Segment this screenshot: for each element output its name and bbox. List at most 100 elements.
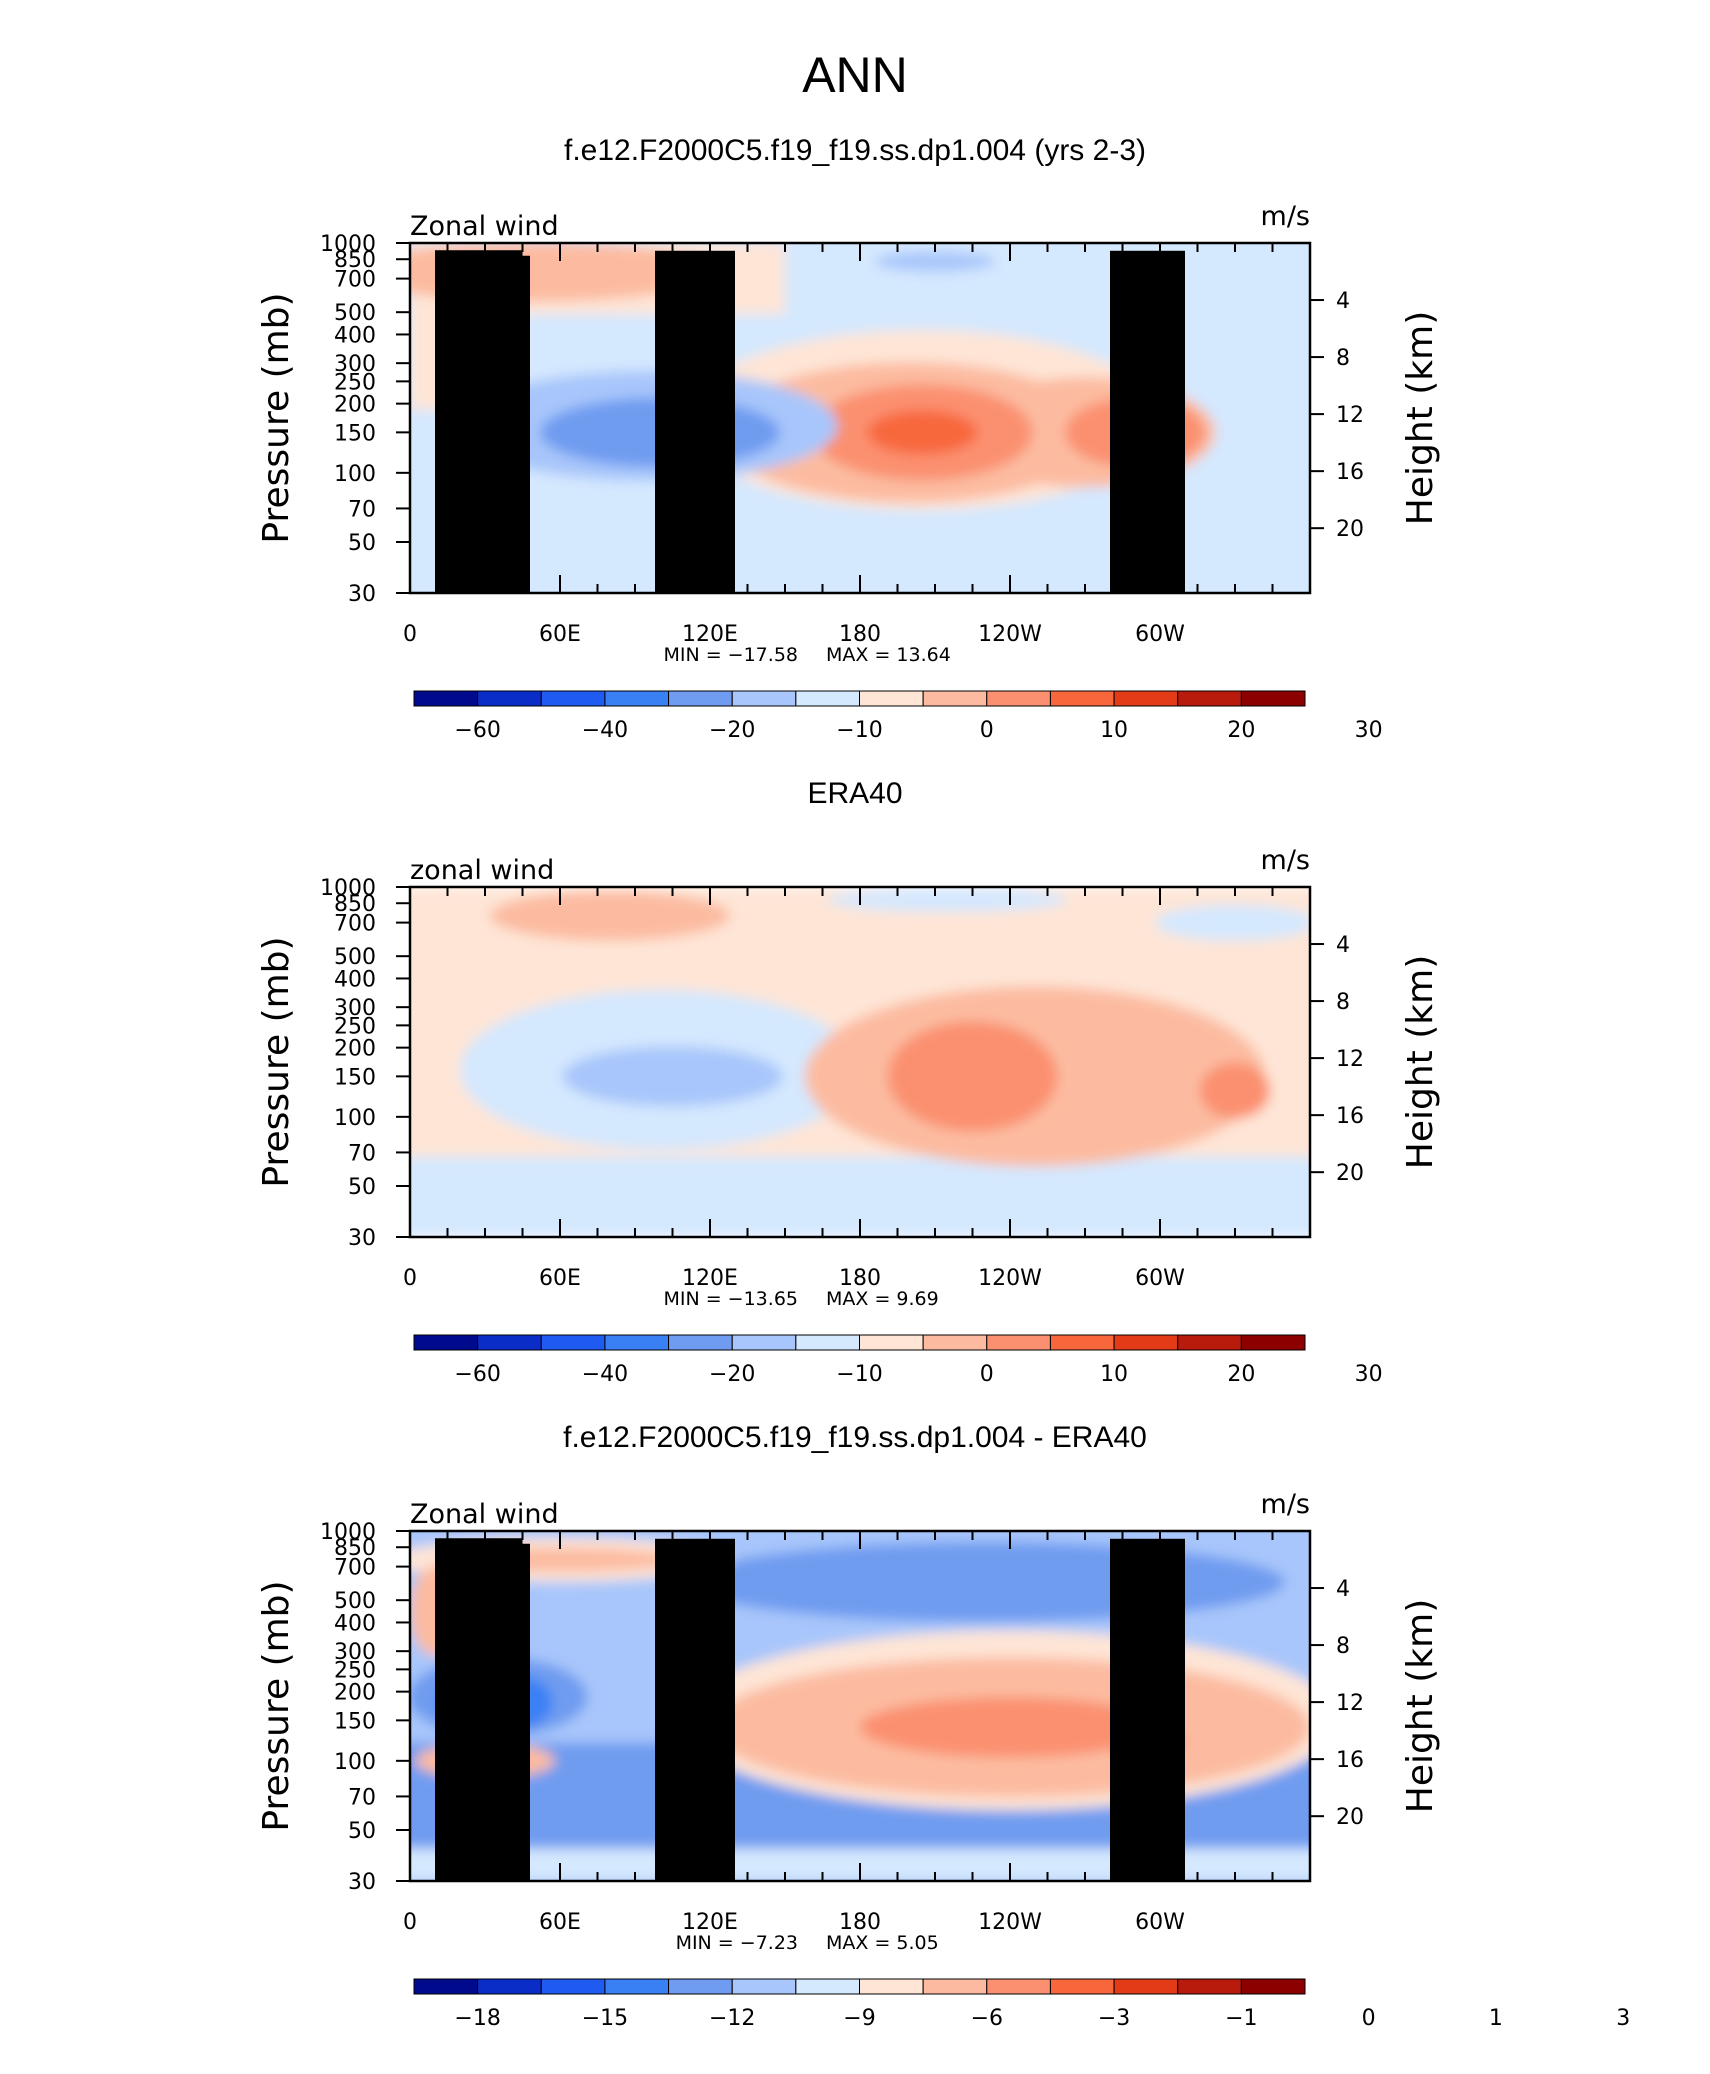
- colorbar-label: 10: [1100, 718, 1128, 743]
- y-tick-label: 300: [334, 1640, 376, 1665]
- colorbar-label: −60: [454, 718, 500, 743]
- height-tick-label: 8: [1336, 346, 1350, 371]
- y-tick-label: 300: [334, 352, 376, 377]
- height-tick-label: 20: [1336, 1161, 1364, 1186]
- height-tick-label: 12: [1336, 1047, 1364, 1072]
- height-axis-label: Height (km): [1400, 955, 1441, 1169]
- x-tick-label: 60E: [539, 1266, 581, 1291]
- colorbar-label: −20: [709, 718, 755, 743]
- x-tick-label: 60W: [1135, 1910, 1185, 1935]
- colorbar-label: −15: [582, 2006, 628, 2031]
- colorbar-swatch: [986, 690, 1051, 707]
- y-tick-label: 100: [334, 462, 376, 487]
- x-tick-label: 0: [403, 1266, 417, 1291]
- field-label: Zonal wind: [410, 1499, 559, 1530]
- chart-title: f.e12.F2000C5.f19_f19.ss.dp1.004 (yrs 2-…: [564, 134, 1146, 167]
- colorbar-label: 20: [1227, 1362, 1255, 1387]
- colorbar-swatch: [1240, 690, 1306, 707]
- colorbar-label: 30: [1355, 1362, 1383, 1387]
- height-tick-label: 16: [1336, 460, 1364, 485]
- contour-region: [1200, 1062, 1270, 1119]
- y-tick-label: 150: [334, 1065, 376, 1090]
- height-tick-label: 4: [1336, 1577, 1350, 1602]
- colorbar-label: −40: [582, 1362, 628, 1387]
- colorbar-label: 0: [980, 1362, 994, 1387]
- y-tick-label: 30: [348, 1226, 376, 1251]
- topography-block: [1110, 250, 1185, 594]
- chart-title: ERA40: [807, 777, 902, 810]
- y-tick-label: 200: [334, 1681, 376, 1706]
- field-label: Zonal wind: [410, 211, 559, 242]
- colorbar-swatch: [795, 690, 860, 707]
- height-tick-label: 4: [1336, 289, 1350, 314]
- height-tick-label: 4: [1336, 933, 1350, 958]
- colorbar-swatch: [1049, 1334, 1115, 1351]
- colorbar-swatch: [1113, 1334, 1179, 1351]
- colorbar-swatch: [1113, 690, 1179, 707]
- x-tick-label: 120W: [978, 1266, 1042, 1291]
- colorbar-swatch: [668, 1978, 733, 1995]
- y-tick-label: 70: [348, 1785, 376, 1810]
- min-label: MIN = −13.65: [663, 1288, 798, 1310]
- colorbar-label: −10: [836, 718, 882, 743]
- topography-block: [655, 250, 735, 594]
- y-tick-label: 150: [334, 421, 376, 446]
- y-tick-label: 30: [348, 582, 376, 607]
- colorbar-label: −3: [1098, 2006, 1130, 2031]
- height-tick-label: 20: [1336, 517, 1364, 542]
- colorbar-swatch: [604, 1978, 670, 1995]
- colorbar-swatch: [986, 1334, 1051, 1351]
- x-tick-label: 120E: [682, 622, 738, 647]
- max-label: MAX = 5.05: [826, 1932, 939, 1954]
- x-tick-label: 120E: [682, 1266, 738, 1291]
- x-tick-label: 180: [839, 622, 881, 647]
- y-tick-label: 850: [334, 248, 376, 273]
- colorbar-swatch: [413, 690, 479, 707]
- topography-block: [1110, 1538, 1185, 1881]
- y-tick-label: 850: [334, 1536, 376, 1561]
- colorbar-swatch: [1113, 1978, 1179, 1995]
- main-title: ANN: [802, 47, 908, 103]
- x-tick-label: 60W: [1135, 622, 1185, 647]
- colorbar-swatch: [1177, 1978, 1242, 1995]
- colorbar-swatch: [795, 1334, 860, 1351]
- colorbar-swatch: [922, 1334, 988, 1351]
- colorbar-label: 20: [1227, 718, 1255, 743]
- y-tick-label: 500: [334, 301, 376, 326]
- y-tick-label: 500: [334, 945, 376, 970]
- colorbar-swatch: [1177, 1334, 1242, 1351]
- y-tick-label: 500: [334, 1589, 376, 1614]
- colorbar-label: −20: [709, 1362, 755, 1387]
- colorbar-swatch: [859, 1978, 924, 1995]
- colorbar-swatch: [986, 1978, 1051, 1995]
- colorbar-swatch: [477, 1334, 542, 1351]
- y-tick-label: 100: [334, 1106, 376, 1131]
- colorbar-swatch: [668, 690, 733, 707]
- y-tick-label: 150: [334, 1709, 376, 1734]
- y-axis-label: Pressure (mb): [256, 292, 297, 543]
- colorbar-label: −40: [582, 718, 628, 743]
- colorbar: −60 −40 −20 −10 0 10 20 30: [413, 1334, 1383, 1387]
- colorbar-label: −1: [1225, 2006, 1257, 2031]
- colorbar-label: −9: [843, 2006, 875, 2031]
- colorbar-swatch: [1049, 1978, 1115, 1995]
- y-tick-label: 400: [334, 323, 376, 348]
- x-tick-label: 60E: [539, 622, 581, 647]
- colorbar-label: −60: [454, 1362, 500, 1387]
- min-label: MIN = −17.58: [663, 644, 798, 666]
- contour-region: [867, 410, 978, 455]
- height-axis-label: Height (km): [1400, 1599, 1441, 1813]
- x-tick-label: 180: [839, 1266, 881, 1291]
- y-axis-label: Pressure (mb): [256, 936, 297, 1187]
- x-tick-label: 0: [403, 622, 417, 647]
- units-label: m/s: [1261, 201, 1310, 232]
- colorbar-swatch: [604, 1334, 670, 1351]
- contour-region: [887, 1021, 1058, 1132]
- colorbar-swatch: [922, 690, 988, 707]
- colorbar-swatch: [922, 1978, 988, 1995]
- topography-block: [497, 255, 530, 593]
- contour-field: [410, 1531, 1310, 1881]
- y-tick-label: 50: [348, 1819, 376, 1844]
- colorbar-swatch: [477, 1978, 542, 1995]
- height-tick-label: 8: [1336, 1634, 1350, 1659]
